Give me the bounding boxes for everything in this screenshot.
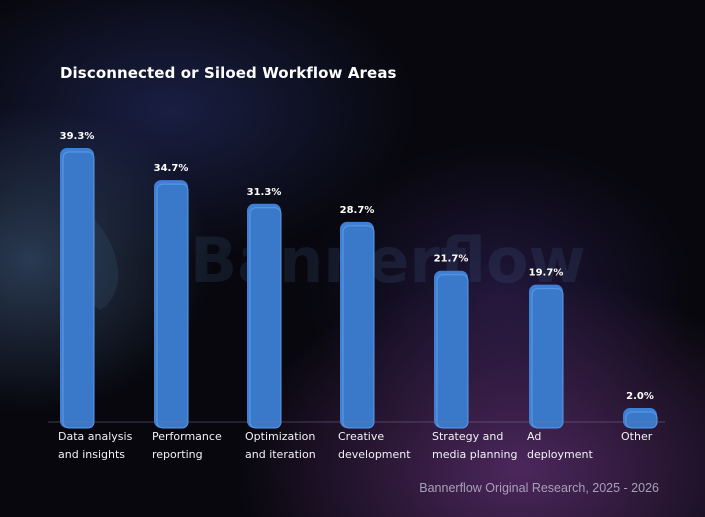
bar bbox=[156, 183, 189, 429]
bar bbox=[531, 288, 564, 429]
data-label: 39.3% bbox=[60, 131, 95, 142]
bar bbox=[249, 207, 282, 429]
source-note: Bannerflow Original Research, 2025 - 202… bbox=[419, 481, 659, 495]
data-label: 28.7% bbox=[340, 205, 375, 216]
bar bbox=[625, 411, 658, 429]
bar bbox=[342, 225, 375, 429]
category-label: Optimization and iteration bbox=[245, 430, 316, 461]
bar bbox=[436, 274, 469, 429]
category-label: Performance reporting bbox=[152, 430, 222, 461]
category-label: Strategy and media planning bbox=[432, 430, 518, 461]
data-label: 34.7% bbox=[154, 163, 189, 174]
category-label: Data analysis and insights bbox=[58, 430, 133, 461]
data-label: 2.0% bbox=[626, 391, 654, 402]
category-label: Creative development bbox=[338, 430, 411, 461]
category-label: Ad deployment bbox=[527, 430, 593, 461]
data-label: 19.7% bbox=[529, 268, 564, 279]
bar bbox=[62, 151, 95, 429]
category-label: Other bbox=[621, 430, 653, 443]
chart-title: Disconnected or Siloed Workflow Areas bbox=[60, 64, 397, 82]
data-label: 21.7% bbox=[434, 254, 469, 265]
data-label: 31.3% bbox=[247, 187, 282, 198]
